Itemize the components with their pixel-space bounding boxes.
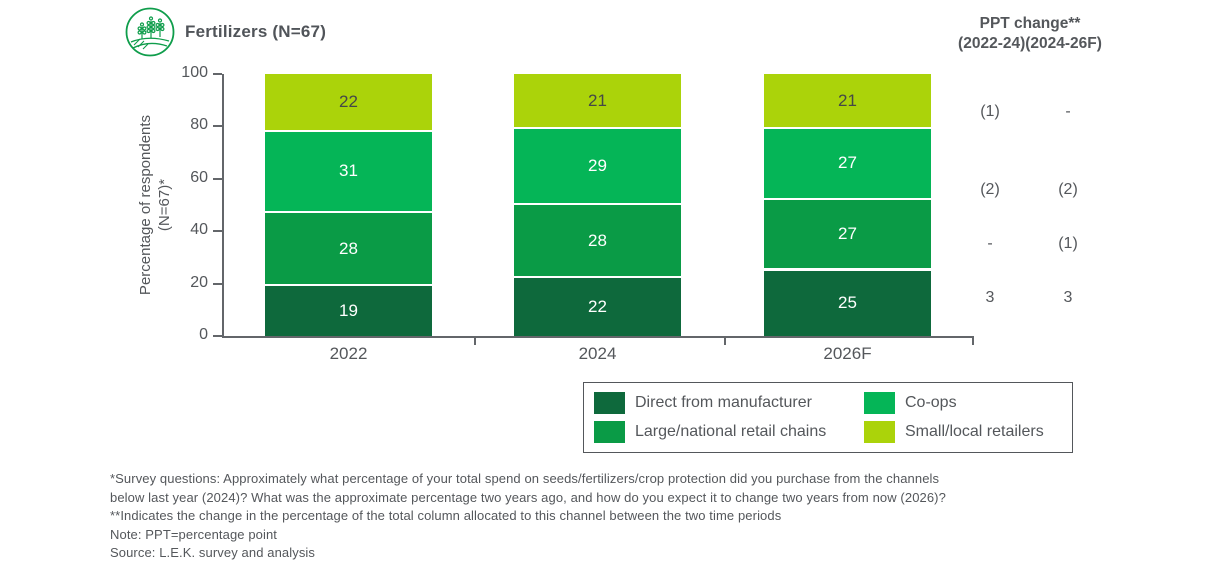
y-tick-label: 60 [190, 168, 208, 186]
y-tick-label: 0 [199, 326, 208, 343]
legend-item-direct-from-manufacturer: Direct from manufacturer [594, 392, 864, 415]
legend-item-large-national-retail-chains: Large/national retail chains [594, 420, 864, 443]
bar-segment-direct-from-manufacturer: 25 [764, 270, 931, 336]
x-tick-mark [972, 336, 974, 345]
bar-segment-co-ops: 31 [265, 131, 432, 213]
footnote-line: Note: PPT=percentage point [110, 526, 278, 542]
y-tick-mark [213, 335, 222, 337]
ppt-change-header-line2: (2022-24)(2024-26F) [958, 35, 1102, 52]
bar-segment-small-local-retailers: 22 [265, 74, 432, 132]
bar-segment-direct-from-manufacturer: 22 [514, 278, 681, 336]
bar-segment-value: 22 [339, 91, 358, 111]
bar-segment-value: 29 [588, 156, 607, 175]
ppt-change-value: - [987, 235, 993, 252]
legend-swatch-large-national-retail-chains [594, 420, 625, 443]
chart-legend: Direct from manufacturer Co-ops Large/na… [583, 382, 1073, 453]
footnote-line: **Indicates the change in the percentage… [110, 508, 782, 524]
legend-label: Small/local retailers [905, 422, 1044, 440]
bar-segment-co-ops: 29 [514, 129, 681, 205]
x-tick-mark [474, 336, 476, 345]
x-tick-label: 2026F [823, 344, 872, 363]
legend-swatch-small-local-retailers [864, 420, 895, 443]
x-tick-mark [724, 336, 726, 345]
y-tick-label: 100 [181, 64, 208, 81]
bar-segment-value: 27 [838, 224, 857, 244]
bar-segment-value: 21 [838, 90, 857, 110]
ppt-change-value: (1) [980, 103, 1000, 120]
bar-segment-value: 22 [588, 297, 607, 317]
bar-segment-co-ops: 27 [764, 129, 931, 200]
y-tick-label: 80 [190, 116, 208, 134]
y-tick-mark [213, 73, 222, 75]
legend-swatch-direct-from-manufacturer [594, 392, 625, 415]
bar-segment-value: 25 [838, 293, 857, 313]
bar-segment-direct-from-manufacturer: 19 [265, 286, 432, 336]
footnotes: *Survey questions: Approximately what pe… [110, 470, 1170, 563]
bar-segment-value: 31 [339, 161, 358, 181]
legend-label: Large/national retail chains [635, 422, 827, 440]
y-tick-label: 40 [190, 221, 208, 239]
bar-segment-large-national-retail-chains: 28 [265, 212, 432, 287]
chart-title: Fertilizers (N=67) [185, 22, 327, 41]
bar-segment-value: 28 [339, 238, 358, 258]
y-tick-mark [213, 177, 222, 180]
bar-segment-value: 21 [588, 90, 607, 110]
bar-segment-small-local-retailers: 21 [764, 74, 931, 130]
y-tick-mark [213, 230, 222, 233]
legend-label: Co-ops [905, 394, 957, 412]
y-tick-mark [213, 125, 222, 128]
bar-segment-value: 19 [339, 301, 358, 321]
ppt-change-header: PPT change** (2022-24)(2024-26F) [927, 14, 1133, 54]
legend-item-co-ops: Co-ops [864, 392, 1072, 415]
x-axis-line [222, 336, 974, 338]
y-axis-line [222, 74, 224, 337]
bar-segment-value: 27 [838, 153, 857, 173]
bar-segment-small-local-retailers: 21 [514, 74, 681, 130]
legend-label: Direct from manufacturer [635, 394, 812, 412]
legend-item-small-local-retailers: Small/local retailers [864, 420, 1072, 443]
legend-swatch-co-ops [864, 392, 895, 415]
bar-segment-large-national-retail-chains: 27 [764, 199, 931, 271]
ppt-change-header-line1: PPT change** [979, 15, 1081, 32]
y-tick-mark [213, 282, 222, 285]
footnote-line: below last year (2024)? What was the app… [110, 489, 946, 505]
ppt-change-value: 3 [1063, 289, 1073, 306]
footnote-line: Source: L.E.K. survey and analysis [110, 545, 316, 561]
y-axis-title: Percentage of respondents (N=67)* [137, 114, 173, 296]
x-tick-label: 2024 [578, 344, 617, 363]
bar-segment-large-national-retail-chains: 28 [514, 205, 681, 279]
footnote-line: *Survey questions: Approximately what pe… [110, 471, 940, 486]
ppt-change-value: (2) [1058, 181, 1078, 198]
ppt-change-value: (1) [1058, 235, 1078, 252]
ppt-change-value: - [1065, 103, 1071, 120]
y-tick-label: 20 [190, 273, 208, 291]
crops-field-icon [125, 7, 175, 57]
bar-segment-value: 28 [588, 230, 607, 250]
ppt-change-value: 3 [985, 289, 995, 306]
x-tick-label: 2022 [329, 344, 368, 363]
ppt-change-value: (2) [980, 181, 1000, 198]
